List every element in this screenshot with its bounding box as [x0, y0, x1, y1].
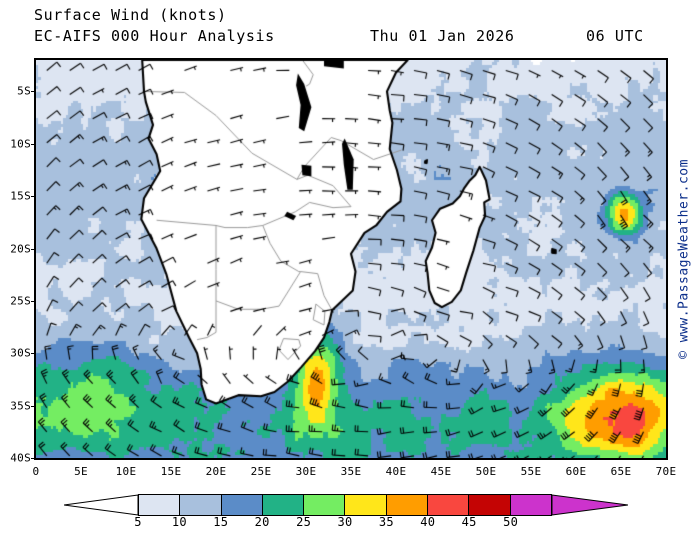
lat-tick [31, 91, 35, 93]
colorbar-swatch[interactable] [221, 495, 263, 515]
lon-label: 30E [295, 465, 317, 478]
lat-tick [31, 196, 35, 198]
colorbar-swatch[interactable] [510, 495, 551, 515]
colorbar-tick-label: 10 [171, 515, 187, 529]
colorbar-ticks: 5 10 15 20 25 30 35 40 45 50 [134, 515, 552, 533]
lon-label: 25E [250, 465, 272, 478]
page-title: Surface Wind (knots) [34, 6, 227, 24]
lon-label: 60E [565, 465, 587, 478]
colorbar-swatch[interactable] [345, 495, 387, 515]
colorbar-tick-label: 50 [503, 515, 519, 529]
map-header: Surface Wind (knots) EC-AIFS 000 Hour An… [34, 6, 674, 52]
lon-label: 70E [655, 465, 677, 478]
colorbar-tick-label: 15 [213, 515, 229, 529]
colorbar-under-arrow [63, 494, 139, 516]
colorbar-tick-label: 25 [296, 515, 312, 529]
lat-label: 25S [10, 294, 31, 308]
map-frame [34, 58, 668, 460]
lon-label: 5E [74, 465, 88, 478]
colorbar-swatch[interactable] [262, 495, 305, 515]
colorbar-swatch[interactable] [386, 495, 429, 515]
colorbar-tick-label: 30 [337, 515, 353, 529]
colorbar-swatch[interactable] [304, 495, 346, 515]
lon-label: 0 [32, 465, 40, 478]
lat-tick [31, 353, 35, 355]
lat-label: 10S [10, 137, 31, 151]
colorbar-tick-label: 5 [134, 515, 142, 529]
lon-label: 35E [340, 465, 362, 478]
colorbar-tick-label: 40 [420, 515, 436, 529]
lon-label: 40E [385, 465, 407, 478]
colorbar-swatch[interactable] [428, 495, 470, 515]
watermark: © www.PassageWeather.com [668, 58, 700, 460]
longitude-axis: 0 5E 10E 15E 20E 25E 30E 35E 40E 45E 50E 55E 60E 65E 7… [32, 461, 677, 479]
colorbar-swatch[interactable] [139, 495, 181, 515]
lat-tick [31, 300, 35, 302]
wind-field-canvas [36, 60, 666, 458]
colorbar-over-arrow [551, 494, 629, 516]
lon-label: 15E [160, 465, 182, 478]
lat-label: 35S [10, 399, 31, 413]
lat-label: 30S [10, 346, 31, 360]
lat-tick [31, 405, 35, 407]
weather-map[interactable] [34, 58, 668, 460]
lat-label: 5S [17, 84, 31, 98]
lon-label: 20E [205, 465, 227, 478]
lat-label: 20S [10, 242, 31, 256]
watermark-text: © www.PassageWeather.com [676, 159, 692, 359]
colorbar-swatch[interactable] [469, 495, 511, 515]
lon-label: 45E [430, 465, 452, 478]
model-label: EC-AIFS 000 Hour Analysis [34, 27, 275, 45]
colorbar-tick-label: 35 [378, 515, 394, 529]
lon-label: 65E [610, 465, 632, 478]
lon-label: 50E [475, 465, 497, 478]
latitude-axis: 5S 10S 15S 20S 25S 30S 35S 40S [0, 58, 35, 465]
colorbar-tick-label: 45 [461, 515, 477, 529]
lat-tick [31, 458, 35, 459]
forecast-date: Thu 01 Jan 2026 [370, 27, 515, 45]
lat-tick [31, 248, 35, 250]
lat-label: 15S [10, 189, 31, 203]
colorbar-tick-label: 20 [254, 515, 270, 529]
lat-tick [31, 143, 35, 145]
colorbar-swatch[interactable] [180, 495, 222, 515]
colorbar[interactable] [138, 494, 552, 516]
lon-label: 10E [115, 465, 137, 478]
forecast-hour: 06 UTC [586, 27, 644, 45]
lon-label: 55E [520, 465, 542, 478]
lat-label: 40S [10, 451, 31, 465]
